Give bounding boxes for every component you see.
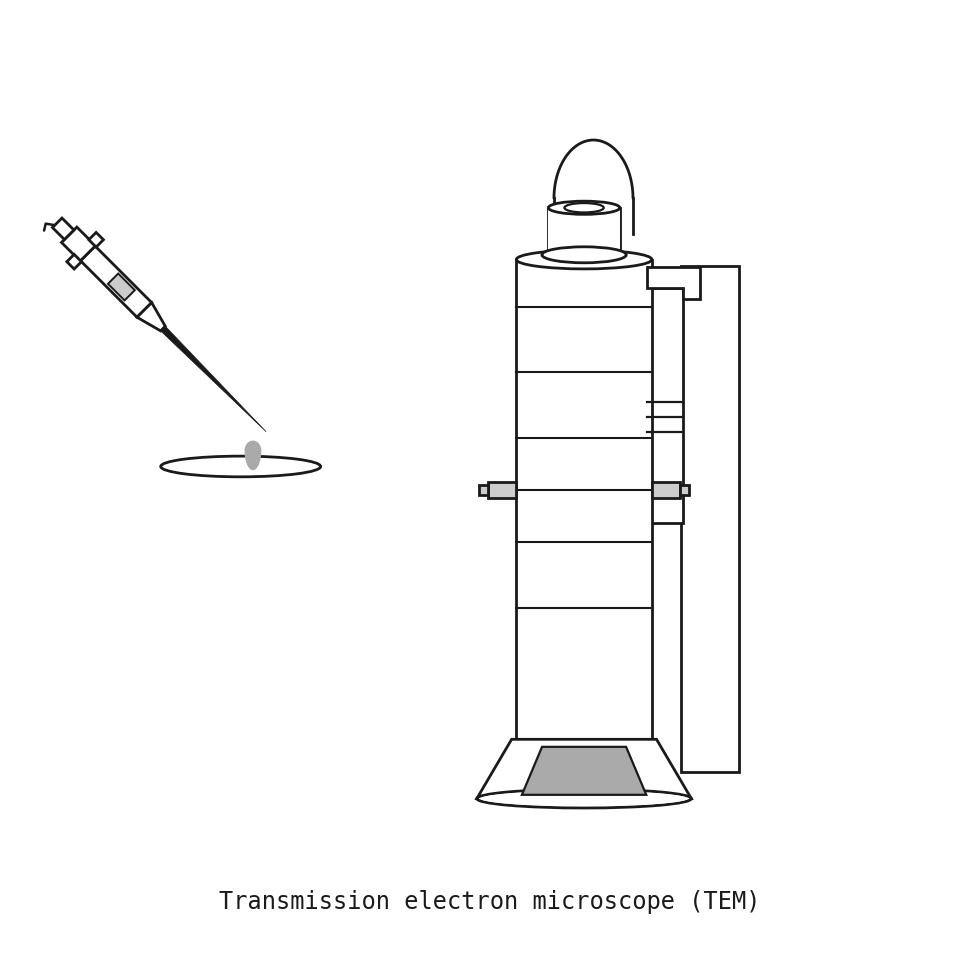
Polygon shape: [488, 482, 516, 498]
Polygon shape: [680, 485, 690, 495]
Ellipse shape: [477, 789, 691, 808]
Ellipse shape: [480, 791, 688, 807]
Polygon shape: [478, 485, 488, 495]
Polygon shape: [681, 267, 739, 772]
Polygon shape: [62, 227, 95, 261]
Polygon shape: [89, 232, 104, 247]
Polygon shape: [647, 267, 700, 299]
Polygon shape: [549, 208, 619, 255]
Polygon shape: [245, 441, 262, 470]
Polygon shape: [108, 273, 135, 301]
Ellipse shape: [564, 203, 604, 213]
Polygon shape: [652, 482, 680, 498]
Polygon shape: [80, 246, 152, 318]
Polygon shape: [53, 218, 74, 239]
Ellipse shape: [516, 250, 652, 269]
Polygon shape: [161, 326, 267, 431]
Ellipse shape: [542, 247, 626, 263]
Ellipse shape: [549, 201, 619, 215]
Polygon shape: [67, 255, 81, 270]
Polygon shape: [516, 260, 652, 739]
Polygon shape: [137, 303, 166, 331]
Polygon shape: [477, 739, 691, 799]
Polygon shape: [647, 288, 683, 523]
Polygon shape: [522, 747, 646, 795]
Text: Transmission electron microscope (TEM): Transmission electron microscope (TEM): [220, 890, 760, 914]
